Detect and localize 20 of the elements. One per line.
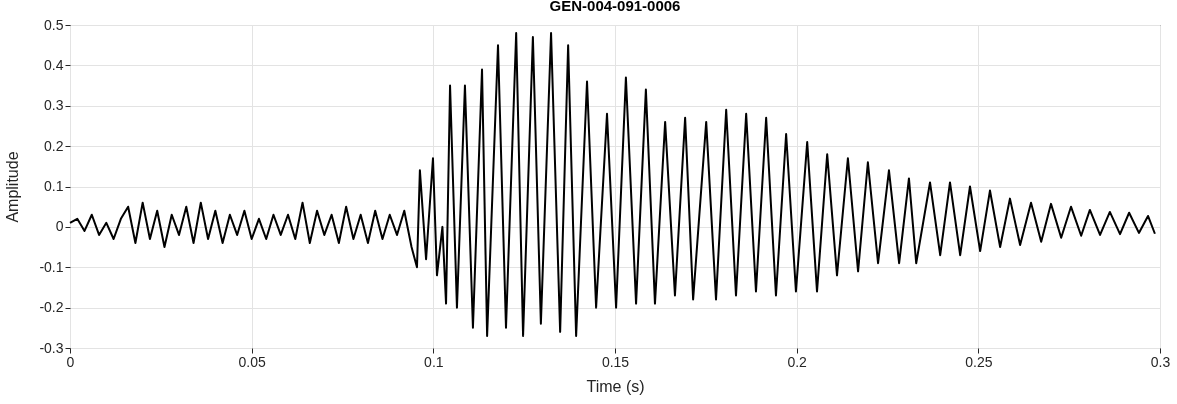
x-axis-title: Time (s) — [586, 377, 645, 395]
y-tick-label: 0.5 — [44, 16, 64, 33]
chart-title: GEN-004-091-0006 — [549, 0, 681, 14]
x-tick-label: 0.2 — [787, 353, 808, 370]
line-series — [69, 32, 1156, 337]
x-tick-label: 0 — [66, 353, 75, 370]
y-tick-label: 0.3 — [44, 97, 64, 114]
y-tick-label: -0.1 — [39, 258, 64, 275]
x-tick-label: 0.3 — [1150, 353, 1171, 370]
y-tick-label: 0.4 — [44, 56, 64, 73]
x-tick-label: 0.25 — [965, 353, 993, 370]
y-tick-label: -0.3 — [39, 339, 64, 356]
y-tick-label: 0 — [55, 218, 64, 235]
y-tick-label: 0.2 — [44, 137, 64, 154]
y-axis-title: Amplitude — [3, 151, 21, 223]
y-tick-label: -0.2 — [39, 299, 64, 316]
y-tick-label: 0.1 — [44, 178, 64, 194]
x-tick-label: 0.15 — [601, 353, 630, 370]
x-tick-label: 0.1 — [424, 353, 444, 370]
x-tick-label: 0.05 — [238, 353, 266, 370]
